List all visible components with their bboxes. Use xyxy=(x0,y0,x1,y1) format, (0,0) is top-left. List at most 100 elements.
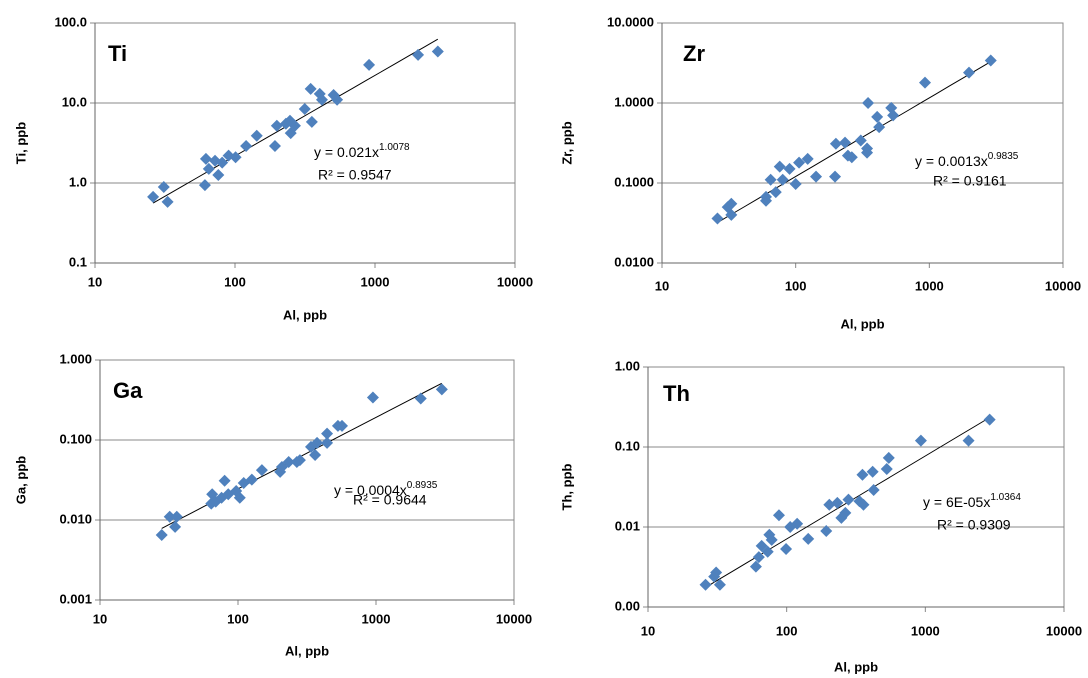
x-tick-label: 10000 xyxy=(496,611,532,626)
point xyxy=(780,543,793,556)
point xyxy=(764,173,777,186)
point xyxy=(321,436,334,449)
y-tick-label: 100.0 xyxy=(54,14,87,29)
y-tick-label: 1.0 xyxy=(69,174,87,189)
point xyxy=(783,162,796,175)
equation-base: y = 0.0004x xyxy=(334,482,407,498)
equation: y = 0.0004x0.8935 xyxy=(334,480,438,498)
panel-title: Zr xyxy=(683,41,705,66)
point xyxy=(839,506,852,519)
point xyxy=(311,436,324,449)
point xyxy=(169,520,182,533)
point xyxy=(216,156,229,169)
r-squared: R² = 0.9644 xyxy=(353,492,427,508)
x-tick-label: 1000 xyxy=(915,278,944,293)
equation-exponent: 0.9835 xyxy=(988,151,1019,162)
point xyxy=(725,197,738,210)
x-tick-label: 100 xyxy=(227,611,249,626)
point xyxy=(304,82,317,95)
y-tick-label: 1.00 xyxy=(615,358,640,373)
x-tick-label: 10 xyxy=(641,623,655,638)
point xyxy=(309,448,322,461)
point xyxy=(760,190,773,203)
x-tick-label: 1000 xyxy=(362,611,391,626)
x-axis-label: Al, ppb xyxy=(285,643,329,658)
panel: 0.1 1.0 10.0 100.0 10 100 1000 10000 Al, ppb Ti, … xyxy=(13,14,533,322)
point xyxy=(713,578,726,591)
point xyxy=(854,134,867,147)
r-squared: R² = 0.9309 xyxy=(937,517,1011,533)
point xyxy=(147,190,160,203)
y-tick-label: 0.00 xyxy=(615,598,640,613)
point xyxy=(880,463,893,476)
point xyxy=(842,493,855,506)
equation: y = 0.021x1.0078 xyxy=(314,142,410,160)
point xyxy=(321,427,334,440)
point xyxy=(829,170,842,183)
equation-exponent: 0.8935 xyxy=(407,480,438,491)
point xyxy=(772,509,785,522)
point xyxy=(710,566,723,579)
x-tick-label: 100 xyxy=(785,278,807,293)
y-tick-label: 0.001 xyxy=(59,591,92,606)
point xyxy=(769,186,782,199)
y-tick-label: 0.10 xyxy=(615,438,640,453)
point xyxy=(867,484,880,497)
y-axis-label: Th, ppb xyxy=(559,463,574,510)
point xyxy=(983,413,996,426)
point xyxy=(431,45,444,58)
point xyxy=(163,510,176,523)
x-axis-label: Al, ppb xyxy=(283,307,327,322)
point xyxy=(857,498,870,511)
y-tick-label: 0.01 xyxy=(615,518,640,533)
plot-area xyxy=(647,366,1065,608)
point xyxy=(229,151,242,164)
point xyxy=(412,48,425,61)
point xyxy=(801,152,814,165)
point xyxy=(366,391,379,404)
point xyxy=(873,121,886,134)
x-tick-label: 10000 xyxy=(497,274,533,289)
point xyxy=(887,109,900,122)
equation: y = 0.0013x0.9835 xyxy=(915,151,1019,169)
panel-title: Th xyxy=(663,381,690,406)
point xyxy=(789,178,802,191)
point xyxy=(202,162,215,175)
point xyxy=(791,517,804,530)
y-axis-label: Ti, ppb xyxy=(13,122,28,164)
x-axis-label: Al, ppb xyxy=(834,659,878,674)
point xyxy=(699,578,712,591)
point xyxy=(793,156,806,169)
point xyxy=(839,136,852,149)
x-tick-label: 10000 xyxy=(1046,623,1082,638)
equation-exponent: 1.0078 xyxy=(379,142,410,153)
y-tick-label: 10.0 xyxy=(62,94,87,109)
r-squared: R² = 0.9161 xyxy=(933,173,1007,189)
point xyxy=(198,179,211,192)
point xyxy=(831,496,844,509)
panel: 0.00 0.01 0.10 1.00 10 100 1000 10000 Al, ppb Th,… xyxy=(559,358,1082,674)
point xyxy=(270,119,283,132)
point xyxy=(918,76,931,89)
point xyxy=(335,419,348,432)
point xyxy=(331,93,344,106)
point xyxy=(313,87,326,100)
point xyxy=(765,533,778,546)
point xyxy=(170,510,183,523)
point xyxy=(218,474,231,487)
point xyxy=(199,152,212,165)
point xyxy=(749,560,762,573)
y-tick-label: 0.1 xyxy=(69,254,87,269)
point xyxy=(233,491,246,504)
point xyxy=(962,434,975,447)
point xyxy=(856,468,869,481)
x-tick-label: 100 xyxy=(776,623,798,638)
equation-base: y = 6E-05x xyxy=(923,494,990,510)
point xyxy=(268,140,281,153)
point xyxy=(761,545,774,558)
point xyxy=(725,208,738,221)
y-tick-label: 1.0000 xyxy=(614,94,654,109)
point xyxy=(298,103,311,116)
point xyxy=(773,160,786,173)
y-tick-label: 1.000 xyxy=(59,351,92,366)
